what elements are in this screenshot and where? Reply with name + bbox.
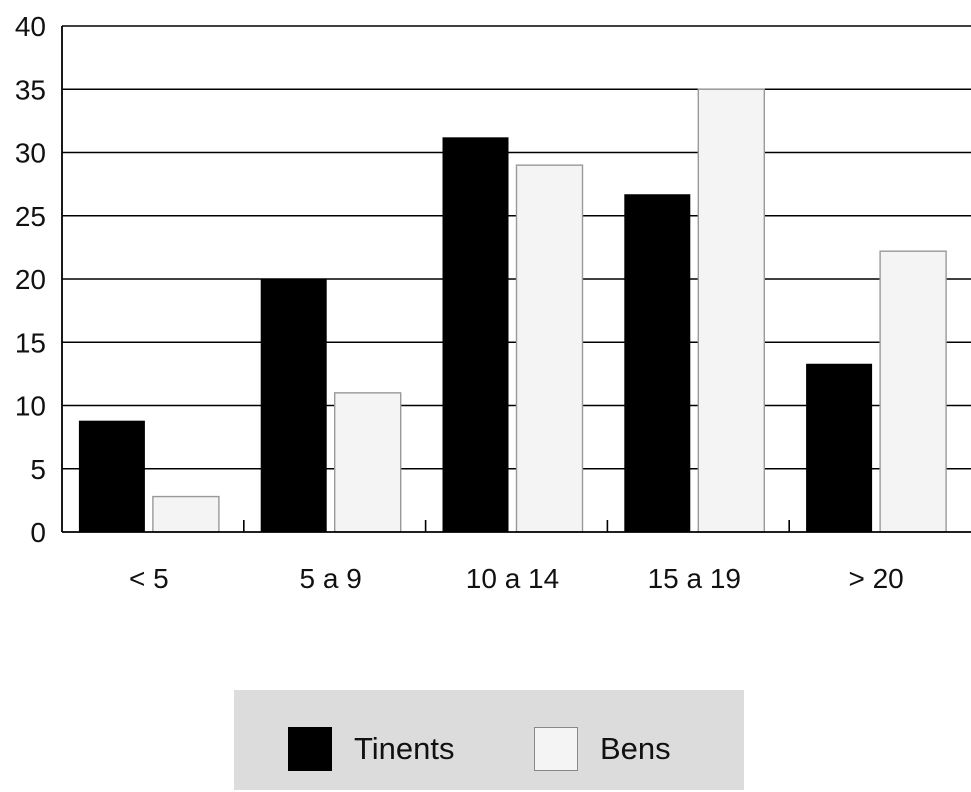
- bar-tinents-3: [624, 194, 691, 532]
- bars: [78, 88, 947, 533]
- y-tick-label: 0: [30, 517, 46, 548]
- x-tick-label: 15 a 19: [648, 563, 741, 594]
- legend-item-tinents: Tinents: [288, 725, 455, 773]
- y-tick-label: 40: [15, 11, 46, 42]
- y-tick-label: 30: [15, 138, 46, 169]
- axes: [61, 26, 971, 533]
- legend-item-bens: Bens: [534, 725, 671, 773]
- bar-bens-2: [515, 164, 584, 533]
- legend-label-tinents: Tinents: [354, 731, 455, 766]
- legend-label-bens: Bens: [600, 731, 671, 766]
- x-tick-label: 10 a 14: [466, 563, 559, 594]
- legend-swatch-tinents: [288, 727, 332, 771]
- legend-swatch-bens: [534, 727, 578, 771]
- y-tick-label: 25: [15, 201, 46, 232]
- y-tick-label: 15: [15, 327, 46, 358]
- legend: Tinents Bens: [234, 690, 744, 790]
- bar-bens-1: [334, 392, 402, 533]
- y-tick-label: 20: [15, 264, 46, 295]
- y-tick-label: 10: [15, 391, 46, 422]
- bar-bens-0: [152, 495, 220, 533]
- bar-tinents-1: [260, 279, 327, 532]
- x-tick-label: > 20: [848, 563, 903, 594]
- x-tick-label: < 5: [129, 563, 169, 594]
- y-tick-label: 35: [15, 74, 46, 105]
- bar-tinents-4: [806, 363, 873, 532]
- bar-bens-3: [697, 88, 765, 533]
- x-tick-labels: < 5 5 a 9 10 a 14 15 a 19 > 20: [129, 563, 904, 594]
- bar-tinents-0: [78, 420, 145, 532]
- x-tick-label: 5 a 9: [300, 563, 362, 594]
- bar-chart: 0 5 10 15 20 25 30 35 40 < 5 5 a 9 10 a 14 15 a 19 >…: [15, 11, 971, 594]
- bar-tinents-2: [442, 137, 509, 532]
- bar-bens-4: [879, 250, 947, 533]
- y-tick-labels: 0 5 10 15 20 25 30 35 40: [15, 11, 46, 548]
- y-tick-label: 5: [30, 454, 46, 485]
